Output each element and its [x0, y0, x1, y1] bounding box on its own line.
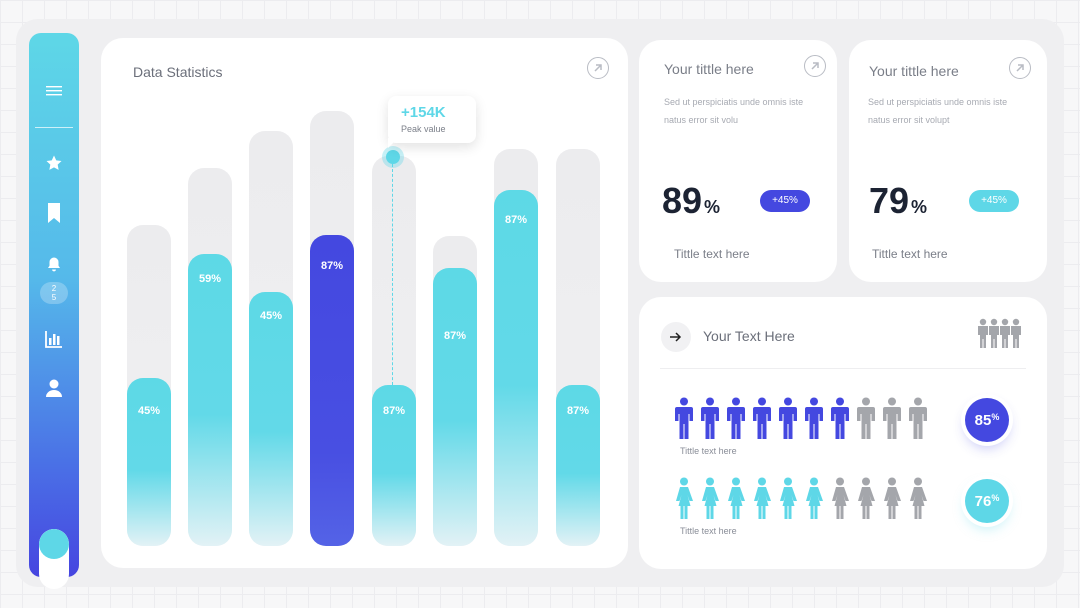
star-icon[interactable]	[29, 154, 79, 172]
group-icon	[977, 318, 1023, 353]
person-icon	[778, 477, 798, 524]
person-icon	[674, 477, 694, 524]
stat-card-title: Your tittle here	[664, 61, 754, 77]
peak-tooltip: +154K Peak value	[388, 96, 476, 143]
person-icon	[908, 477, 928, 524]
person-icon	[882, 477, 902, 524]
person-icon	[908, 397, 928, 444]
person-icon	[752, 477, 772, 524]
bar-value-label: 59%	[198, 273, 222, 285]
people-card-header: Your Text Here	[703, 328, 795, 344]
arrow-up-right-icon	[594, 64, 602, 72]
open-card-button[interactable]	[1009, 57, 1031, 79]
bar[interactable]	[188, 254, 232, 546]
person-icon	[726, 397, 746, 444]
bar[interactable]	[433, 268, 477, 546]
theme-toggle[interactable]	[39, 529, 69, 589]
stat-card-description: Sed ut perspiciatis unde omnis iste natu…	[664, 97, 804, 125]
data-statistics-card	[101, 38, 628, 568]
person-icon	[700, 477, 720, 524]
expand-chart-button[interactable]	[587, 57, 609, 79]
arrow-up-right-icon	[811, 62, 819, 70]
sidebar-divider	[35, 127, 73, 128]
person-icon	[778, 397, 798, 444]
person-icon	[856, 477, 876, 524]
stat-card-value: 79%	[869, 180, 928, 221]
bar-value-label: 87%	[320, 260, 344, 272]
notification-badge: 2 5	[40, 282, 68, 304]
tooltip-pointer	[388, 138, 398, 148]
stat-card-badge: +45%	[760, 190, 810, 212]
bell-icon[interactable]	[29, 256, 79, 274]
sidebar: 2 5	[29, 33, 79, 589]
toggle-knob	[39, 529, 69, 559]
peak-value: +154K	[401, 104, 446, 121]
bar-value-label: 87%	[382, 405, 406, 417]
stat-card-1	[639, 40, 837, 282]
people-row-male	[674, 397, 928, 444]
stat-card-title: Your tittle here	[869, 63, 959, 79]
bar[interactable]	[494, 190, 538, 546]
people-row-caption: Tittle text here	[680, 446, 737, 456]
bookmark-icon[interactable]	[29, 203, 79, 223]
bar-value-label: 45%	[259, 310, 283, 322]
stat-card-2	[849, 40, 1047, 282]
bar-value-label: 87%	[504, 214, 528, 226]
stat-card-badge: +45%	[969, 190, 1019, 212]
hamburger-icon[interactable]	[29, 85, 79, 97]
bar-value-label: 87%	[443, 330, 467, 342]
stat-card-footer: Tittle text here	[872, 247, 948, 261]
stat-card-footer: Tittle text here	[674, 247, 750, 261]
person-icon	[674, 397, 694, 444]
chart-title: Data Statistics	[133, 64, 223, 80]
bar-value-label: 45%	[137, 405, 161, 417]
percent-circle-female: 76%	[965, 479, 1009, 523]
bar[interactable]	[310, 235, 354, 546]
percent-circle-male: 85%	[965, 398, 1009, 442]
person-icon	[830, 397, 850, 444]
person-icon	[752, 397, 772, 444]
bar[interactable]	[556, 385, 600, 546]
stat-card-value: 89%	[662, 180, 721, 221]
bar[interactable]	[127, 378, 171, 546]
bar[interactable]	[372, 385, 416, 546]
person-icon	[856, 397, 876, 444]
user-icon[interactable]	[29, 379, 79, 397]
stat-card-description: Sed ut perspiciatis unde omnis iste natu…	[868, 97, 1008, 125]
person-icon	[804, 477, 824, 524]
people-card-arrow-button[interactable]	[661, 322, 691, 352]
bar-chart-icon[interactable]	[29, 330, 79, 348]
people-row-female	[674, 477, 928, 524]
bar-value-label: 87%	[566, 405, 590, 417]
arrow-right-icon	[670, 332, 682, 342]
person-icon	[726, 477, 746, 524]
peak-marker[interactable]	[386, 150, 400, 164]
people-card-divider	[660, 368, 1026, 369]
arrow-up-right-icon	[1016, 64, 1024, 72]
peak-line	[392, 164, 393, 390]
person-icon	[882, 397, 902, 444]
peak-label: Peak value	[401, 124, 446, 134]
person-icon	[700, 397, 720, 444]
open-card-button[interactable]	[804, 55, 826, 77]
person-icon	[804, 397, 824, 444]
bar[interactable]	[249, 292, 293, 546]
people-row-caption: Tittle text here	[680, 526, 737, 536]
person-icon	[830, 477, 850, 524]
